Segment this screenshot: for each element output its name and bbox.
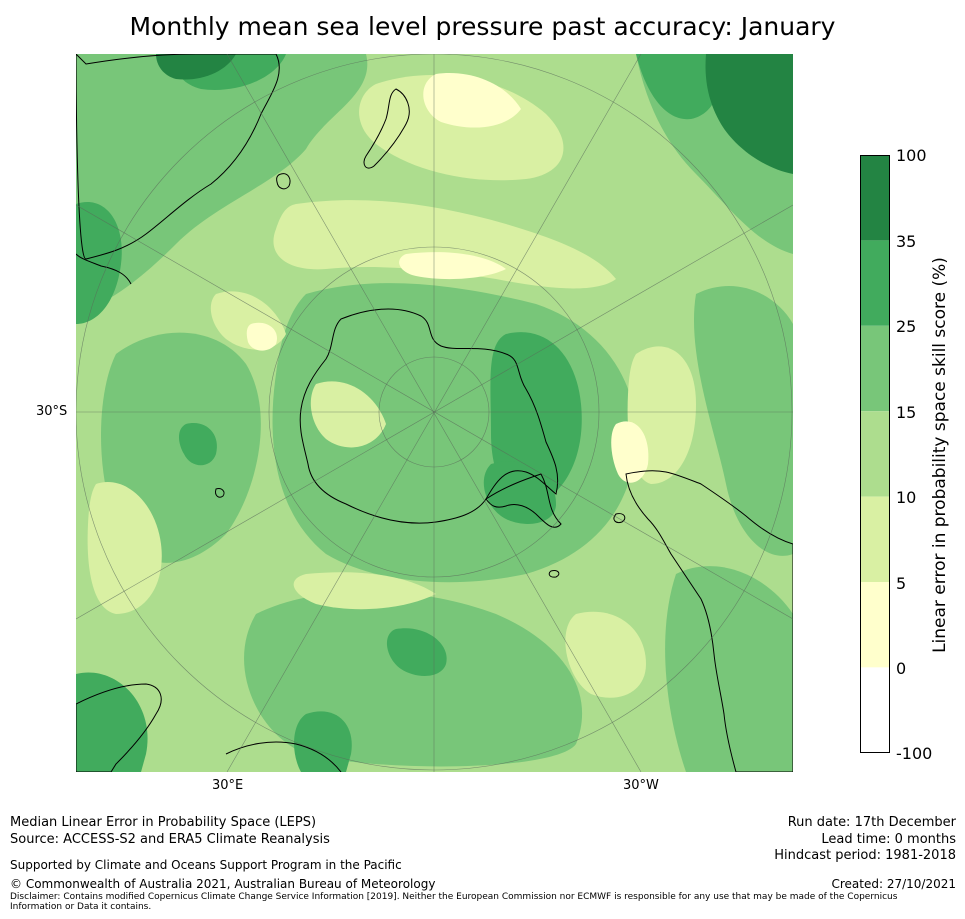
region-skill-15-25 [665, 566, 793, 772]
footer-source: Source: ACCESS-S2 and ERA5 Climate Reana… [10, 832, 330, 847]
region-skill-0-5 [246, 322, 277, 351]
africa-east-coastline [225, 741, 342, 772]
colorbar-title: Linear error in probability space skill … [930, 257, 950, 653]
region-skill-0-5 [611, 421, 649, 483]
colorbar-tick-25: 25 [896, 317, 917, 336]
africa-coastline [76, 683, 162, 772]
region-skill-5-10 [293, 572, 436, 610]
australia-coastline [76, 54, 280, 260]
colorbar-tick-0: 0 [896, 659, 907, 678]
latitude-label-30s: 30°S [36, 404, 68, 419]
footer-lead-time: Lead time: 0 months [821, 832, 956, 847]
region-skill-25-35 [386, 628, 447, 676]
colorbar-band-15-25 [860, 325, 890, 412]
colorbar-tick-100: 100 [896, 146, 927, 165]
region-skill-25-35 [76, 202, 122, 324]
meridian-60e-120w [76, 204, 793, 620]
colorbar-band-neg100-0 [860, 667, 890, 753]
region-skill-5-10 [310, 381, 386, 448]
colorbar-band-0-5 [860, 582, 890, 668]
longitude-label-30e: 30°E [212, 778, 244, 793]
region-skill-25-35 [76, 672, 148, 772]
region-skill-0-5 [399, 252, 506, 280]
region-skill-0-5 [423, 73, 521, 128]
region-skill-15-25 [76, 54, 368, 314]
skill-map [76, 54, 793, 772]
kerguelen-island [215, 488, 225, 498]
australia-west-coastline [76, 253, 132, 285]
colorbar-tick-15: 15 [896, 403, 917, 422]
longitude-label-30w: 30°W [623, 778, 659, 793]
footer-created: Created: 27/10/2021 [831, 877, 956, 891]
colorbar-band-5-10 [860, 496, 890, 582]
skill-map-svg [76, 54, 793, 772]
colorbar [860, 155, 890, 753]
region-skill-35-100 [156, 54, 236, 80]
footer-disclaimer: Disclaimer: Contains modified Copernicus… [10, 892, 898, 912]
meridian-150w-30e [226, 54, 642, 772]
region-skill-5-10 [87, 482, 162, 614]
new-zealand-coastline [363, 88, 410, 169]
graticule [76, 54, 793, 772]
region-skill-35-100 [705, 54, 793, 174]
colorbar-tick-10: 10 [896, 488, 917, 507]
footer-run-date: Run date: 17th December [787, 815, 956, 830]
falklands-island [613, 513, 626, 523]
colorbar-band-10-15 [860, 411, 890, 497]
region-skill-5-10 [273, 200, 616, 289]
footer-copyright: © Commonwealth of Australia 2021, Austra… [10, 877, 436, 891]
colorbar-band-25-35 [860, 240, 890, 326]
footer-hindcast: Hindcast period: 1981-2018 [774, 848, 956, 863]
region-skill-25-35 [636, 54, 720, 120]
colorbar-tick-5: 5 [896, 574, 907, 593]
footer-support: Supported by Climate and Oceans Support … [10, 858, 402, 872]
region-skill-25-35 [179, 423, 217, 466]
footer-method: Median Linear Error in Probability Space… [10, 815, 317, 830]
antarctic-peninsula-coastline [485, 473, 562, 528]
region-skill-15-25 [693, 285, 793, 556]
colorbar-band-35-100 [860, 155, 890, 241]
region-skill-25-35 [294, 711, 352, 772]
chart-title: Monthly mean sea level pressure past acc… [129, 12, 836, 41]
colorbar-tick-neg100: -100 [896, 744, 933, 763]
south-america-coastline [625, 470, 793, 772]
region-skill-25-35 [490, 332, 582, 505]
colorbar-tick-35: 35 [896, 232, 917, 251]
tasmania-coastline [276, 173, 291, 190]
antarctica-coastline [299, 308, 559, 524]
colorbar-frame [860, 155, 890, 753]
south-georgia-island [548, 570, 560, 578]
